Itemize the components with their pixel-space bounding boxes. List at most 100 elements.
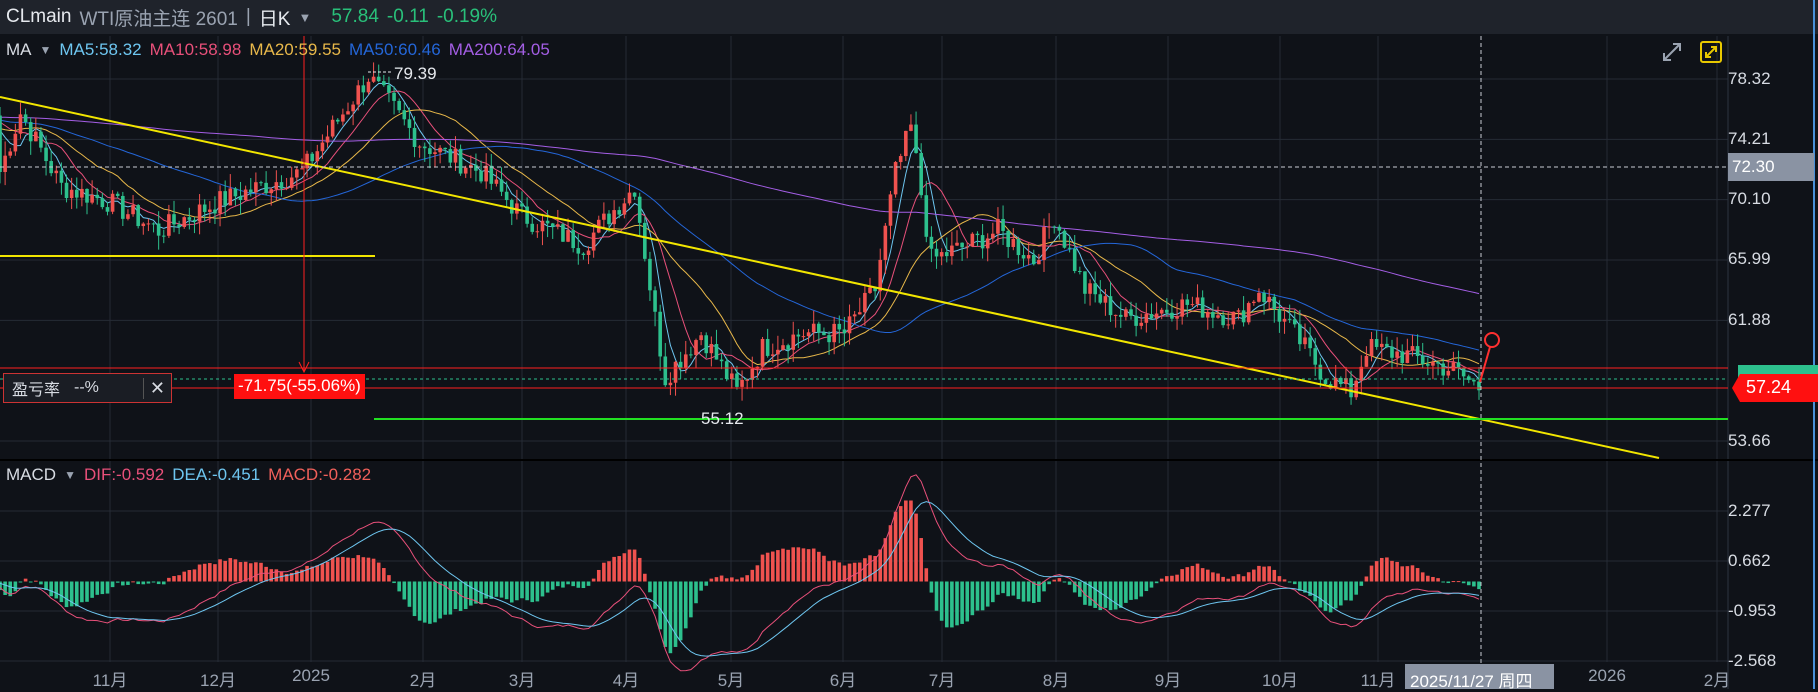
macd-bar	[1021, 581, 1026, 602]
candle-down	[64, 182, 69, 199]
period-dropdown-icon[interactable]: ▼	[298, 9, 312, 25]
candle-down	[1466, 376, 1471, 380]
candle-down	[59, 170, 64, 183]
macd-bar	[760, 554, 765, 582]
macd-bar	[1277, 576, 1282, 582]
macd-bar	[1364, 576, 1369, 582]
macd-bar	[392, 581, 396, 584]
candle-down	[1313, 348, 1318, 365]
macd-bar	[59, 581, 64, 603]
macd-bar	[689, 581, 693, 618]
macd-selector[interactable]: MACD	[6, 465, 57, 484]
candle-down	[924, 195, 929, 237]
macd-bar	[1472, 581, 1476, 587]
candle-up	[699, 335, 703, 341]
ma10-value: MA10:58.98	[149, 40, 242, 59]
macd-bar	[300, 569, 304, 582]
ma50-value: MA50:60.46	[349, 40, 441, 59]
macd-bar	[719, 575, 724, 582]
macd-bar	[1359, 581, 1364, 586]
macd-bar	[709, 578, 714, 582]
candle-down	[735, 373, 739, 387]
macd-bar	[228, 558, 233, 582]
candle-down	[1108, 296, 1113, 316]
candle-down	[822, 332, 826, 336]
date-tick: 7月	[928, 671, 956, 690]
macd-bar	[74, 581, 79, 607]
macd-bar	[576, 581, 581, 588]
range-measure-label: -71.75(-55.06%)	[234, 374, 365, 399]
macd-bar	[868, 555, 872, 582]
macd-dropdown-icon[interactable]: ▼	[64, 468, 76, 482]
fullscreen-icon[interactable]	[1700, 41, 1722, 63]
macd-bar	[1037, 581, 1041, 602]
macd-bar	[550, 581, 555, 590]
candle-down	[1323, 379, 1328, 385]
candle-up	[1144, 314, 1149, 323]
macd-bar	[1149, 581, 1154, 588]
candle-down	[202, 204, 207, 212]
macd-bar	[1185, 567, 1190, 582]
expand-icon[interactable]	[1660, 40, 1684, 64]
dif-value: DIF:-0.592	[83, 465, 165, 484]
candle-down	[1241, 310, 1246, 323]
macd-bar	[484, 581, 488, 599]
candle-down	[402, 110, 407, 120]
macd-bar	[49, 581, 53, 597]
candle-down	[238, 196, 243, 200]
price-tick: 70.10	[1728, 189, 1771, 208]
candle-down	[1318, 364, 1323, 380]
candle-up	[847, 316, 852, 334]
ma-selector[interactable]: MA	[6, 40, 32, 59]
macd-bar	[34, 580, 38, 582]
candle-down	[499, 179, 504, 192]
candle-down	[960, 242, 964, 248]
macd-bar	[811, 548, 816, 582]
candle-down	[658, 311, 662, 357]
candle-down	[786, 345, 790, 350]
macd-bar	[827, 561, 831, 582]
macd-bar	[371, 558, 376, 582]
candle-up	[453, 148, 458, 163]
candle-up	[709, 344, 714, 354]
candle-down	[1262, 292, 1266, 303]
candle-up	[955, 242, 959, 246]
candle-down	[187, 217, 192, 220]
macd-bar	[1124, 581, 1128, 603]
period-selector[interactable]: 日K	[258, 8, 291, 30]
candle-up	[494, 179, 499, 184]
candle-up	[770, 354, 775, 356]
macd-bar	[955, 581, 959, 626]
macd-bar	[658, 581, 662, 630]
date-tick: 11月	[1360, 671, 1396, 690]
macd-bar	[422, 581, 427, 623]
candle-up	[1037, 260, 1041, 265]
candle-down	[376, 76, 381, 82]
macd-bar	[1144, 581, 1149, 592]
ma-dropdown-icon[interactable]: ▼	[39, 43, 52, 57]
candle-down	[1185, 299, 1190, 305]
candle-down	[310, 153, 314, 162]
candle-down	[1420, 355, 1425, 365]
candle-up	[1124, 309, 1128, 317]
close-icon[interactable]: ✕	[142, 377, 165, 399]
candle-up	[1354, 380, 1358, 398]
candle-down	[714, 344, 719, 360]
candle-down	[632, 192, 637, 197]
macd-bar	[208, 563, 212, 582]
price-tick: 74.21	[1728, 129, 1771, 148]
date-tick: 10月	[1262, 671, 1298, 690]
candle-up	[1180, 299, 1184, 317]
macd-bar	[873, 555, 877, 582]
date-tick: 2月	[409, 671, 437, 690]
macd-bar	[417, 581, 422, 621]
candle-down	[1052, 226, 1057, 228]
macd-bar	[69, 581, 74, 607]
macd-bar	[1103, 581, 1108, 608]
candle-up	[110, 193, 115, 212]
candle-down	[233, 188, 238, 197]
candle-up	[898, 156, 903, 163]
symbol-code[interactable]: CLmain	[6, 6, 72, 27]
macd-bar	[1088, 581, 1092, 606]
